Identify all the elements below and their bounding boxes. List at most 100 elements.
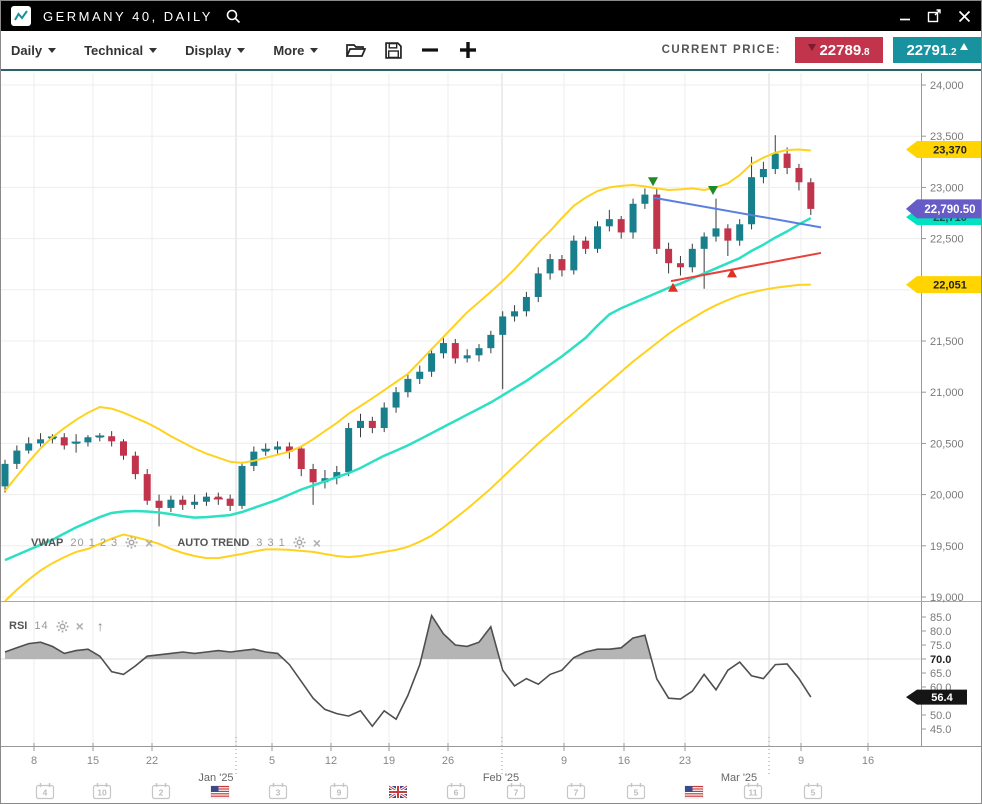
rsi-axis-tick: 45.0	[930, 724, 951, 736]
chevron-down-icon	[48, 47, 57, 53]
date-tick-label: 26	[442, 755, 454, 767]
price-axis-tick: 20,000	[930, 490, 964, 502]
vwap-settings-button[interactable]	[125, 536, 138, 549]
svg-text:22,790.50: 22,790.50	[924, 204, 975, 216]
autotrend-indicator-label: AUTO TREND	[177, 536, 250, 549]
svg-text:5: 5	[811, 788, 816, 798]
popout-window-button[interactable]	[927, 9, 942, 23]
buy-signal-marker	[668, 282, 678, 292]
month-label: Mar '25	[721, 772, 757, 784]
app-logo-icon	[11, 6, 31, 26]
grid-layer	[1, 73, 921, 746]
calendar-event-icon[interactable]: 11	[743, 783, 763, 800]
calendar-event-icon[interactable]: 10	[92, 783, 112, 800]
close-button[interactable]	[958, 10, 971, 23]
buy-signal-marker	[727, 268, 737, 278]
calendar-event-icon[interactable]: 9	[329, 783, 349, 800]
rsi-axis-tick: 80.0	[930, 626, 951, 638]
rsi-indicator-params: 14	[34, 620, 49, 632]
calendar-event-icon[interactable]: 5	[803, 783, 823, 800]
chevron-down-icon	[149, 47, 158, 53]
zoom-out-button[interactable]	[421, 41, 439, 59]
date-tick-label: 22	[146, 755, 158, 767]
svg-text:3: 3	[276, 788, 281, 798]
svg-text:6: 6	[454, 788, 459, 798]
price-axis-tick: 23,000	[930, 182, 964, 194]
arrow-up-icon	[959, 42, 968, 50]
menu-display[interactable]: Display	[185, 42, 246, 58]
autotrend-remove-button[interactable]: ×	[312, 534, 321, 551]
month-label: Jan '25	[198, 772, 233, 784]
plus-icon	[460, 42, 477, 58]
arrow-down-icon	[808, 43, 817, 51]
menu-timeframe[interactable]: Daily	[11, 43, 57, 58]
date-tick-label: 12	[325, 755, 337, 767]
svg-text:9: 9	[337, 788, 342, 798]
price-axis-tick: 19,000	[930, 592, 964, 604]
floppy-save-icon	[385, 41, 403, 59]
chevron-down-icon	[310, 47, 319, 53]
current-price-label: CURRENT PRICE:	[661, 44, 781, 56]
svg-text:4: 4	[43, 788, 48, 798]
us-flag-icon[interactable]	[210, 785, 230, 799]
minimize-button[interactable]	[899, 10, 911, 22]
autotrend-trendline	[652, 196, 822, 229]
ask-price-badge: 22791.2	[893, 37, 981, 63]
svg-text:7: 7	[514, 788, 519, 798]
rsi-remove-button[interactable]: ×	[75, 618, 84, 634]
autotrend-settings-button[interactable]	[293, 536, 306, 549]
rsi-axis-tick: 70.0	[930, 654, 951, 666]
menu-more[interactable]: More	[273, 43, 319, 58]
calendar-event-icon[interactable]: 7	[506, 783, 526, 800]
price-level-badge-yellow: 22,051	[906, 276, 981, 294]
search-icon[interactable]	[225, 8, 241, 24]
rsi-axis-tick: 75.0	[930, 640, 951, 652]
month-label: Feb '25	[483, 772, 519, 784]
sell-signal-marker	[648, 177, 658, 187]
date-tick-label: 16	[618, 755, 630, 767]
price-axis-tick: 19,500	[930, 541, 964, 553]
calendar-event-icon[interactable]: 6	[446, 783, 466, 800]
calendar-event-icon[interactable]: 2	[151, 783, 171, 800]
svg-text:22,051: 22,051	[933, 280, 967, 292]
calendar-event-icon[interactable]: 5	[626, 783, 646, 800]
rsi-axis-tick: 85.0	[930, 612, 951, 624]
menu-technical[interactable]: Technical	[84, 43, 158, 58]
svg-text:23,370: 23,370	[933, 145, 967, 157]
vwap-remove-button[interactable]: ×	[145, 534, 154, 551]
minus-icon	[422, 48, 439, 52]
indicator-labels-row: VWAP 20 1 2 3 × AUTO TREND 3 3 1 ×	[31, 534, 321, 551]
rsi-value-badge: 56.4	[906, 689, 967, 705]
move-pane-up-button[interactable]: ↑	[96, 618, 104, 634]
price-axis-tick: 22,500	[930, 234, 964, 246]
price-axis-tick: 21,500	[930, 336, 964, 348]
rsi-overbought-fill	[5, 615, 652, 659]
save-layout-button[interactable]	[385, 41, 403, 59]
svg-text:7: 7	[574, 788, 579, 798]
sell-signal-marker	[708, 185, 718, 195]
svg-text:10: 10	[97, 788, 107, 798]
calendar-event-icon[interactable]: 7	[566, 783, 586, 800]
gear-icon	[125, 536, 138, 549]
window-title: GERMANY 40, DAILY	[43, 8, 213, 24]
uk-flag-icon[interactable]	[388, 784, 408, 800]
open-layout-button[interactable]	[346, 42, 367, 58]
us-flag-icon[interactable]	[684, 785, 704, 799]
zoom-in-button[interactable]	[458, 40, 478, 60]
calendar-event-icon[interactable]: 4	[35, 783, 55, 800]
price-axis-tick: 24,000	[930, 80, 964, 92]
rsi-indicator-label: RSI	[9, 620, 28, 632]
toolbar: Daily Technical Display More CURRENT PRI…	[1, 31, 981, 71]
price-chart-canvas[interactable]: 24,000 23,500 23,000 22,500 21,500 21,000 20,5…	[1, 71, 982, 804]
vwap-upper-band-line	[4, 148, 811, 492]
price-axis-tick: 21,000	[930, 387, 964, 399]
date-tick-label: 5	[269, 755, 275, 767]
svg-text:11: 11	[749, 788, 758, 798]
rsi-settings-button[interactable]	[56, 620, 69, 633]
date-tick-label: 15	[87, 755, 99, 767]
bid-price-badge: 22789.8	[795, 37, 883, 63]
price-axis-tick: 23,500	[930, 131, 964, 143]
calendar-event-icon[interactable]: 3	[268, 783, 288, 800]
menu-display-label: Display	[185, 42, 232, 58]
